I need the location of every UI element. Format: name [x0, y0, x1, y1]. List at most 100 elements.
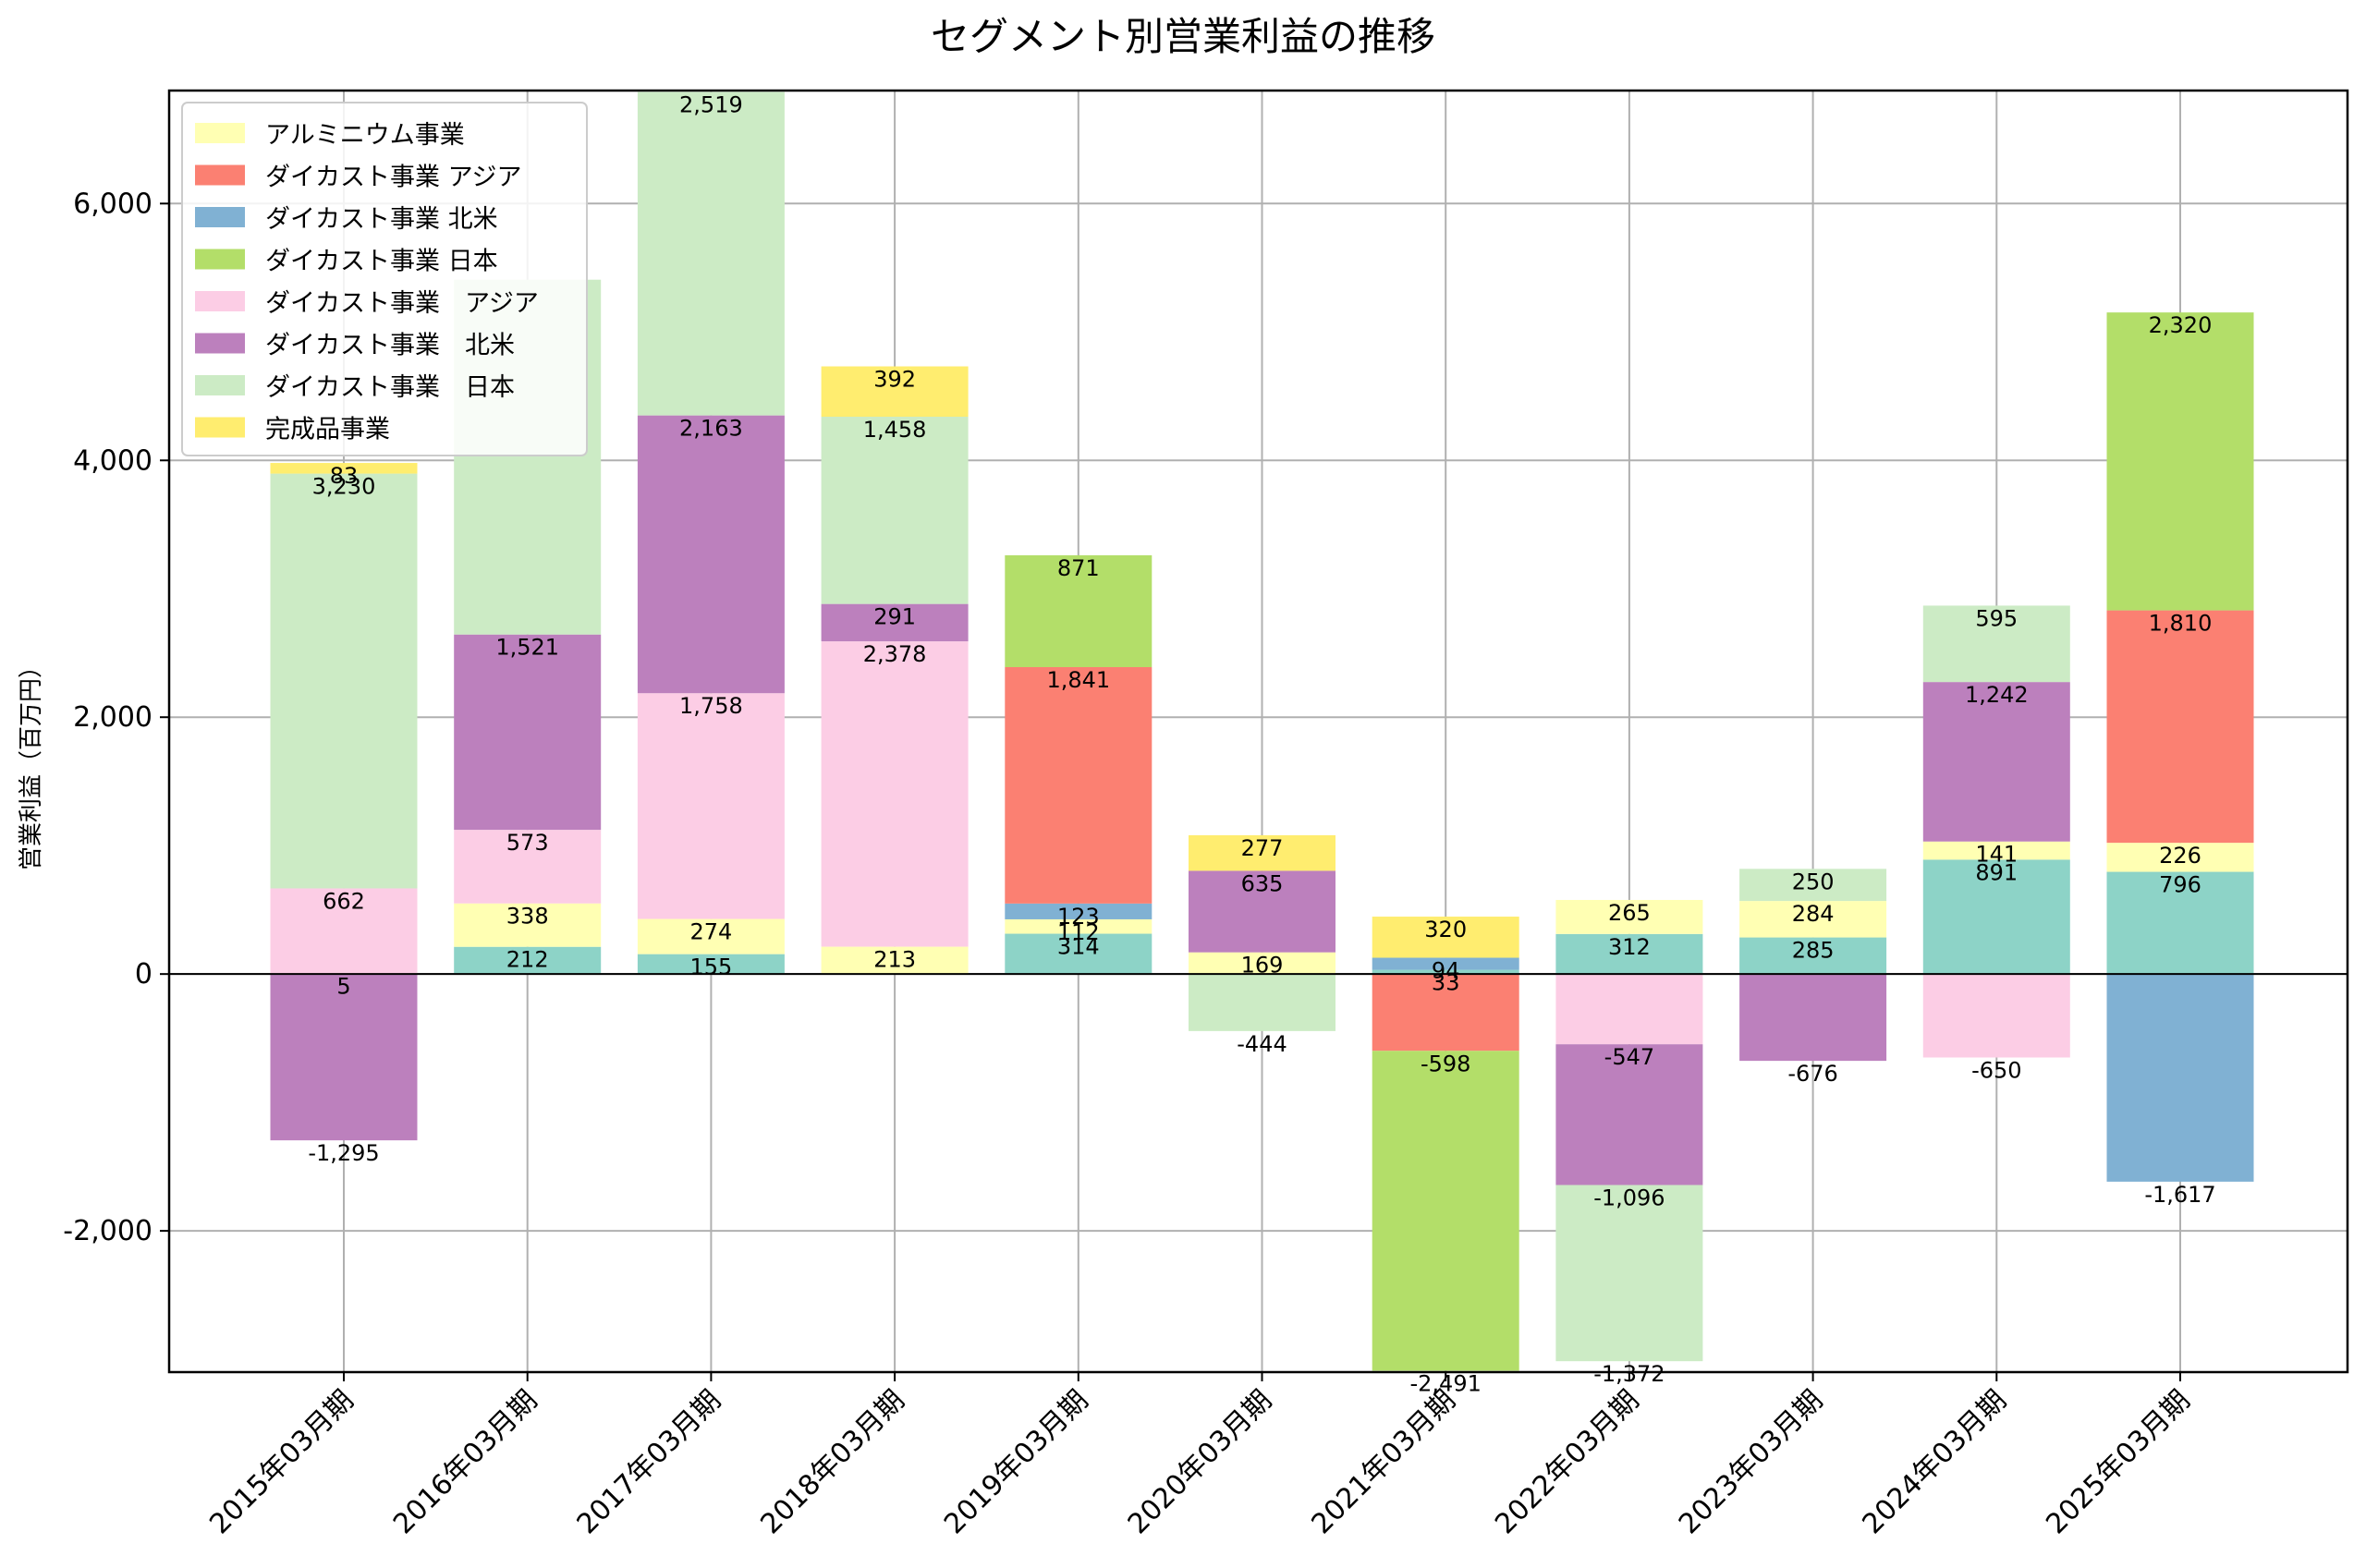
y-tick-label: 0	[135, 958, 152, 991]
bar-segment	[270, 974, 418, 1141]
legend-swatch	[195, 249, 245, 270]
bar-segment	[1005, 933, 1153, 975]
x-tick-label: 2025年03月期	[2040, 1384, 2196, 1540]
legend-entry: アルミニウム事業	[265, 121, 465, 150]
data-label: -650	[1971, 1058, 2021, 1084]
bar-segment	[1189, 870, 1335, 953]
data-label: 83	[330, 463, 359, 489]
bar-segment	[1005, 554, 1153, 668]
bar-segment	[1189, 952, 1335, 975]
data-label: 213	[873, 947, 916, 973]
bar-segment	[1922, 859, 2070, 975]
data-label: 169	[1241, 953, 1284, 978]
data-label: 274	[689, 919, 732, 945]
data-label: 33	[1432, 970, 1460, 996]
bar-segment	[821, 366, 969, 418]
bar-segment	[1555, 933, 1703, 975]
bar-segment	[1739, 937, 1887, 975]
data-label: -444	[1237, 1031, 1287, 1057]
y-tick-label: 4,000	[73, 444, 152, 477]
data-label: 891	[1975, 859, 2018, 885]
data-label: 277	[1241, 835, 1284, 861]
x-tick-label: 2019年03月期	[938, 1384, 1094, 1540]
bar-segment	[1922, 605, 2070, 683]
bar-segment	[637, 954, 785, 975]
data-label: 392	[873, 367, 916, 393]
legend-entry: ダイカスト事業 北米	[265, 205, 498, 234]
bar-segment	[1555, 899, 1703, 934]
data-label: 1,758	[679, 693, 743, 719]
data-label: 573	[506, 830, 549, 856]
bar-segment	[637, 918, 785, 954]
data-label: 3,230	[312, 474, 376, 500]
data-label: 1,242	[1965, 682, 2029, 708]
bar-segment	[454, 830, 602, 904]
bar-segment	[1372, 917, 1519, 958]
data-label: -676	[1787, 1061, 1837, 1087]
data-label: 1,810	[2149, 611, 2213, 637]
data-label: 265	[1608, 900, 1651, 926]
bar-segment	[1372, 1051, 1519, 1371]
data-label: 250	[1792, 869, 1835, 894]
data-label: 112	[1057, 919, 1100, 945]
bar-segment	[821, 603, 969, 642]
data-label: -1,096	[1593, 1185, 1665, 1211]
bar-segment	[1922, 841, 2070, 860]
data-label: 284	[1792, 901, 1835, 927]
bar-segment	[454, 946, 602, 975]
data-label: 314	[1057, 934, 1100, 960]
bar-segment	[1555, 1185, 1703, 1362]
data-label: -547	[1604, 1044, 1654, 1070]
bar-segment	[270, 463, 418, 474]
bar-segment	[454, 634, 602, 831]
data-label: -1,295	[308, 1140, 379, 1166]
y-tick-label: 2,000	[73, 701, 152, 734]
bar-segment	[1189, 834, 1335, 871]
data-label: 5	[336, 973, 350, 999]
data-label: 155	[689, 954, 732, 980]
chart-title: セグメント別営業利益の推移	[931, 14, 1435, 59]
data-label: 796	[2159, 872, 2201, 898]
data-label: 212	[506, 947, 549, 973]
legend-swatch	[195, 123, 245, 143]
x-tick-label: 2016年03月期	[387, 1384, 543, 1540]
legend-swatch	[195, 291, 245, 311]
legend-box	[181, 102, 588, 456]
data-label: 291	[873, 604, 916, 630]
data-label: 141	[1975, 842, 2018, 868]
bar-segment	[1739, 901, 1887, 938]
data-label: 320	[1424, 917, 1467, 942]
bar-segment	[2106, 610, 2254, 844]
x-tick-label: 2024年03月期	[1857, 1384, 2013, 1540]
y-tick-label: -2,000	[63, 1215, 152, 1247]
legend-swatch	[195, 207, 245, 227]
legend-entry: 完成品事業	[265, 416, 390, 444]
data-label: 2,163	[679, 416, 743, 442]
x-tick-label: 2022年03月期	[1489, 1384, 1645, 1540]
bar-segment	[821, 417, 969, 604]
plot-frame	[167, 89, 2349, 1374]
data-label: -598	[1421, 1051, 1470, 1076]
data-label: 1,521	[495, 635, 559, 661]
bar-segment	[1922, 682, 2070, 842]
bar-segment	[454, 903, 602, 947]
bar-segment	[1922, 974, 2070, 1058]
data-label: 871	[1057, 555, 1100, 581]
data-label: 635	[1241, 870, 1284, 896]
bar-segment	[637, 91, 785, 416]
y-axis-label: 営業利益（百万円）	[18, 654, 45, 870]
y-tick-label: 6,000	[73, 188, 152, 220]
data-label: 2,320	[2149, 312, 2213, 338]
data-label: 662	[323, 888, 365, 914]
legend-swatch	[195, 417, 245, 438]
bar-segment	[270, 888, 418, 974]
data-label: 123	[1057, 904, 1100, 930]
legend-entry: ダイカスト事業 日本	[265, 248, 498, 276]
bar-segment	[821, 641, 969, 947]
legend-entry: ダイカスト事業 アジア	[265, 289, 539, 318]
data-label: 1,841	[1046, 667, 1110, 693]
data-label: 312	[1608, 934, 1651, 960]
data-label: -1,617	[2144, 1182, 2215, 1208]
